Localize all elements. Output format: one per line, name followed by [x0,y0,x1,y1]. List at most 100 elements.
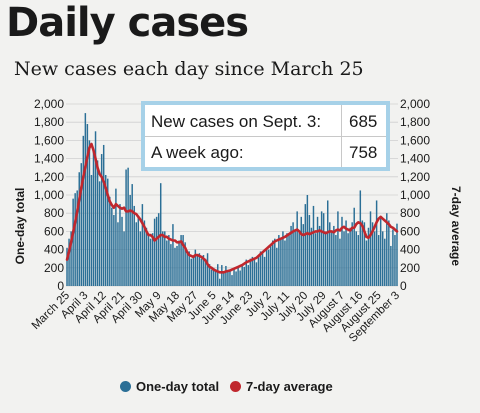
bar [324,231,327,286]
bar [184,242,186,286]
bar [188,251,190,286]
bar [86,124,89,287]
bar [314,233,317,286]
bar [390,245,392,286]
bar [280,238,282,286]
bar [337,211,339,286]
y-tick-label-right: 200 [400,261,420,275]
y-tick-label-left: 400 [44,243,64,257]
bar [365,240,368,286]
summary-callout: New cases on Sept. 3: 685 A week ago: 75… [141,101,390,171]
bar [170,244,172,286]
bar [288,235,290,286]
bar [133,205,135,286]
y-tick-label-left: 800 [44,206,64,220]
bar [155,216,158,286]
bar [74,193,76,286]
callout-row-week-ago: A week ago: 758 [145,136,386,167]
y-axis-left-label: One-day total [13,188,27,265]
bar [265,247,268,286]
bar [331,231,333,286]
bar [392,229,394,286]
bar [257,256,260,286]
bar [296,211,298,286]
callout-row-today: New cases on Sept. 3: 685 [145,105,386,137]
bar [345,220,347,286]
chart-title: Daily cases [6,0,249,46]
bar [137,216,140,286]
bar [206,253,209,286]
bar [276,247,278,286]
bar [388,220,390,286]
bar [272,240,274,286]
y-axis-right-label: 7-day average [449,186,463,266]
bar [245,259,247,286]
bar [292,222,294,286]
bar [247,265,250,286]
callout-week-ago-value: 758 [349,143,378,162]
bar [394,235,396,286]
bar [113,215,115,286]
y-tick-label-right: 1,400 [400,152,430,166]
bar [361,220,364,286]
bar [82,135,85,286]
bar [310,227,313,286]
bar [284,240,286,286]
bar [90,174,93,286]
bar [204,258,207,286]
bar [357,235,360,286]
bar [223,272,225,286]
bar [359,190,362,286]
seven-day-average-line [65,142,399,274]
bar [249,258,252,286]
bar [78,172,80,286]
bar [162,231,164,286]
bar [335,235,337,286]
callout-today-value: 685 [349,112,378,131]
bar [196,255,199,286]
bar [125,169,127,286]
bar [304,204,307,286]
bar [282,231,284,286]
legend-bars-label: One-day total [136,379,220,394]
bar [353,207,355,286]
bar [200,258,203,286]
y-tick-label-right: 0 [400,279,407,293]
y-tick-label-right: 400 [400,243,420,257]
y-tick-label-right: 1,800 [400,115,430,129]
bar [341,216,343,286]
bar [316,216,319,286]
y-tick-label-right: 1,600 [400,133,430,147]
bar [66,247,68,286]
bar [294,229,296,286]
callout-today-label: New cases on Sept. 3: [151,112,322,131]
bar [351,222,353,286]
bar [88,140,91,286]
bar [231,275,233,286]
bar [208,264,211,286]
bar [312,205,315,286]
bar [139,231,142,286]
bar [123,231,125,286]
bar [349,227,351,286]
bar [221,265,223,286]
bar [198,253,201,286]
y-tick-label-left: 1,000 [34,188,64,202]
bar [269,245,272,286]
bar [190,258,192,286]
bar [111,207,113,286]
y-tick-label-left: 1,800 [34,115,64,129]
legend-line-swatch [230,381,241,392]
bar [98,181,101,286]
chart-subtitle: New cases each day since March 25 [14,58,364,80]
bar [151,233,154,286]
bar [396,223,398,286]
bar [339,238,341,286]
bar [253,258,256,286]
bar [318,225,321,286]
bar [121,216,123,286]
bar [182,235,184,286]
bar [300,216,302,286]
bar [129,195,131,286]
